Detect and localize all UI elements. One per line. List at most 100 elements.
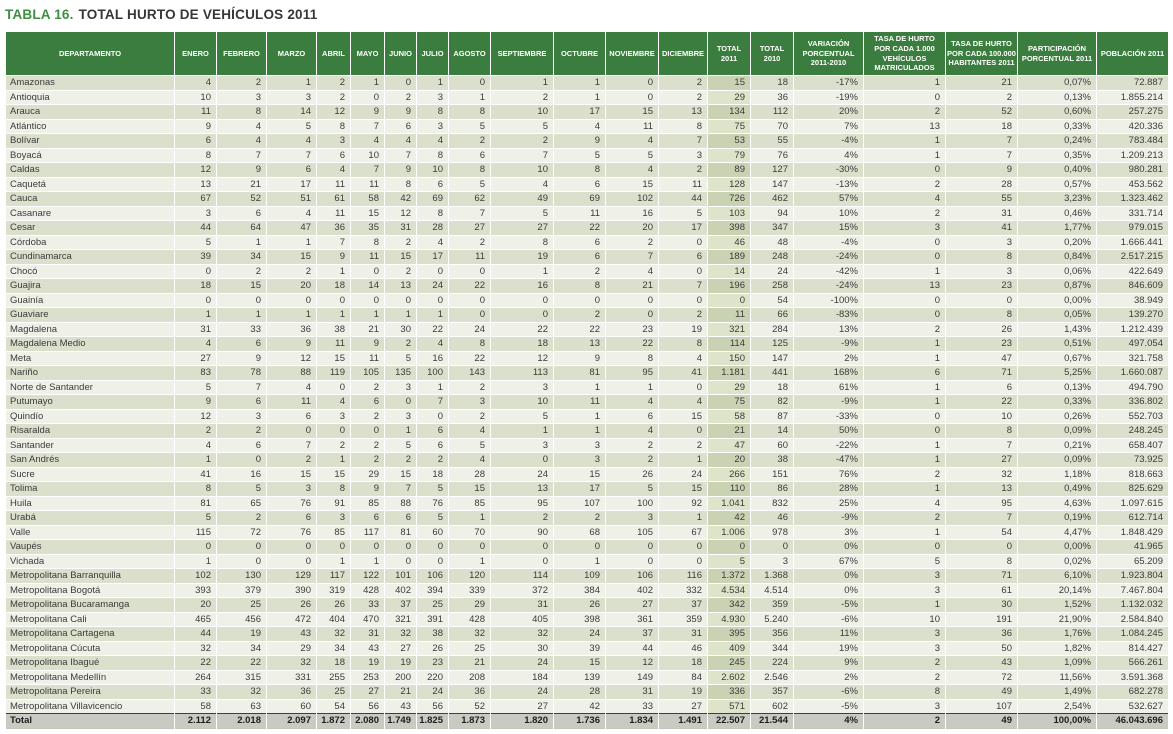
cell-tasa_1000: 8 [863,684,946,699]
cell-tasa_1000: 2 [863,655,946,670]
cell-agosto: 120 [448,568,491,583]
cell-departamento: Norte de Santander [5,379,175,395]
cell-total_2011: 103 [707,205,751,221]
cell-julio: 5 [416,510,449,525]
cell-marzo: 331 [266,669,317,685]
cell-septiembre: 114 [490,568,554,583]
cell-tasa_1000: 4 [863,191,946,206]
cell-marzo: 3 [266,89,317,105]
cell-junio: 1 [384,423,417,438]
cell-mayo: 2 [350,379,385,395]
cell-marzo: 129 [266,568,317,583]
cell-septiembre: 5 [490,118,554,134]
cell-junio: 0 [384,75,417,90]
cell-tasa_1000: 2 [863,466,946,482]
cell-mayo: 27 [350,684,385,699]
cell-mayo: 11 [350,249,385,264]
cell-agosto: 52 [448,698,491,714]
cell-mayo: 1 [350,553,385,569]
cell-departamento: Metropolitana Bucaramanga [5,597,175,612]
cell-junio: 7 [384,481,417,496]
cell-junio: 135 [384,365,417,380]
table-row: Boyacá 8 7 7 6 10 7 8 6 7 5 5 3 79 76 4% 1 7 0,35% 1.209.21… [5,147,1169,163]
cell-marzo: 0 [266,553,317,569]
cell-octubre: 39 [553,640,606,656]
cell-enero: 0 [174,292,217,308]
cell-octubre: 8 [553,278,606,293]
cell-enero: 67 [174,191,217,206]
cell-diciembre: 1 [658,510,708,525]
cell-variacion: 168% [793,365,864,380]
cell-noviembre: 11 [605,118,659,134]
cell-febrero: 2 [216,510,267,525]
cell-agosto: 70 [448,524,491,540]
cell-septiembre: 1.820 [490,713,554,729]
cell-total_2010: 14 [750,423,794,438]
cell-septiembre: 27 [490,698,554,714]
cell-agosto: 1 [448,553,491,569]
cell-tasa_100000: 6 [945,379,1018,395]
cell-poblacion: 331.714 [1096,205,1169,221]
table-row: Metropolitana Pereira 33 32 36 25 27 21 24 36 24 2… [5,684,1169,699]
cell-febrero: 25 [216,597,267,612]
cell-septiembre: 0 [490,539,554,554]
cell-poblacion: 1.212.439 [1096,321,1169,337]
cell-diciembre: 7 [658,133,708,148]
cell-marzo: 4 [266,205,317,221]
cell-julio: 220 [416,669,449,685]
cell-julio: 23 [416,655,449,670]
cell-tasa_100000: 54 [945,524,1018,540]
cell-septiembre: 0 [490,553,554,569]
cell-julio: 17 [416,249,449,264]
cell-tasa_1000: 1 [863,147,946,163]
cell-total_2010: 602 [750,698,794,714]
cell-departamento: Metropolitana Bogotá [5,582,175,598]
cell-diciembre: 19 [658,684,708,699]
cell-participacion: 0,46% [1017,205,1097,221]
cell-septiembre: 30 [490,640,554,656]
column-header-febrero: FEBRERO [216,31,267,76]
cell-total_2011: 134 [707,104,751,119]
cell-participacion: 5,25% [1017,365,1097,380]
cell-mayo: 11 [350,350,385,366]
cell-febrero: 379 [216,582,267,598]
cell-abril: 1.872 [316,713,351,729]
cell-tasa_1000: 2 [863,104,946,119]
cell-abril: 38 [316,321,351,337]
cell-octubre: 1 [553,553,606,569]
column-header-tasa_100000: TASA DE HURTO POR CADA 100.000 HABITANTE… [945,31,1018,76]
cell-agosto: 1.873 [448,713,491,729]
cell-mayo: 8 [350,234,385,250]
cell-junio: 30 [384,321,417,337]
total-row: Total 2.112 2.018 2.097 1.872 2.080 1.749 1.825… [5,713,1169,729]
cell-variacion: -24% [793,278,864,293]
cell-total_2010: 356 [750,626,794,641]
cell-participacion: 1,43% [1017,321,1097,337]
cell-tasa_100000: 47 [945,350,1018,366]
cell-variacion: 3% [793,524,864,540]
table-number-label: TABLA 16. [5,7,74,22]
cell-tasa_1000: 2 [863,321,946,337]
cell-julio: 24 [416,278,449,293]
table-row: Caquetá 13 21 17 11 11 8 6 5 4 6 15 11 128 147 -13% 2 28 0… [5,176,1169,192]
cell-poblacion: 1.923.804 [1096,568,1169,583]
cell-agosto: 4 [448,423,491,438]
cell-noviembre: 26 [605,466,659,482]
cell-septiembre: 24 [490,466,554,482]
cell-junio: 0 [384,394,417,409]
cell-departamento: Tolima [5,481,175,496]
cell-total_2010: 1.368 [750,568,794,583]
cell-marzo: 20 [266,278,317,293]
cell-junio: 88 [384,495,417,511]
cell-mayo: 9 [350,481,385,496]
cell-julio: 5 [416,481,449,496]
cell-noviembre: 22 [605,336,659,351]
cell-julio: 1 [416,75,449,90]
cell-julio: 22 [416,321,449,337]
cell-octubre: 68 [553,524,606,540]
cell-diciembre: 0 [658,379,708,395]
cell-mayo: 85 [350,495,385,511]
cell-diciembre: 8 [658,118,708,134]
cell-octubre: 69 [553,191,606,206]
cell-abril: 11 [316,176,351,192]
